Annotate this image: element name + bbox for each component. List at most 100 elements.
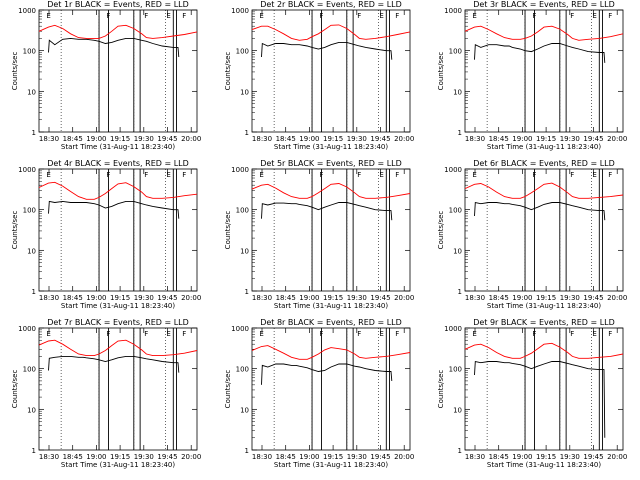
x-tick-label: 19:45 [370,135,390,143]
x-tick-label: 19:00 [86,453,106,461]
x-tick-label: 19:00 [86,294,106,302]
y-tick-label: 10 [453,247,462,255]
x-tick-label: 19:00 [512,294,532,302]
series-line-events [261,41,393,60]
marker-label: F [106,330,110,338]
series-line-events [474,201,606,221]
x-tick-label: 19:15 [323,294,343,302]
x-axis-label: Start Time (31-Aug-11 18:23:40) [487,302,601,310]
x-tick-label: 18:30 [252,453,272,461]
series-line-lld [251,345,411,360]
y-tick-label: 100 [236,366,249,374]
x-tick-label: 19:45 [157,294,177,302]
marker-label: E [592,12,596,20]
y-tick-label: 100 [236,48,249,56]
y-tick-label: 1 [245,288,249,296]
y-axis-label: Counts/sec [437,370,445,409]
marker-label: F [357,12,361,20]
x-tick-label: 18:45 [63,294,83,302]
x-axis-label: Start Time (31-Aug-11 18:23:40) [61,461,175,469]
y-tick-label: 10 [453,88,462,96]
x-tick-label: 18:45 [63,135,83,143]
plot-frame [464,9,624,133]
marker-label: F [106,171,110,179]
chart-panel-3: Det 3r BLACK = Events, RED = LLD 1 10 100 10… [437,0,627,151]
y-tick-label: 1000 [444,325,462,333]
y-tick-label: 100 [449,366,462,374]
series-line-events [474,43,606,63]
chart-title: Det 2r BLACK = Events, RED = LLD [260,0,402,9]
y-axis-label: Counts/sec [224,211,232,250]
marker-label: E [379,171,383,179]
marker-label: F [357,171,361,179]
series-line-events [48,200,180,219]
plot-frame [38,9,198,133]
marker-label: E [166,12,170,20]
y-tick-label: 1 [458,288,462,296]
plot-frame [251,327,411,451]
y-tick-label: 1 [32,447,36,455]
y-tick-label: 10 [27,88,36,96]
marker-label: F [532,171,536,179]
x-tick-label: 19:30 [134,453,154,461]
series-line-lld [464,182,624,199]
x-tick-label: 19:45 [157,453,177,461]
x-tick-label: 19:15 [110,453,130,461]
series-line-lld [38,339,198,357]
x-tick-label: 18:30 [39,294,59,302]
series-line-events [261,202,393,221]
marker-label: E [259,171,263,179]
x-tick-label: 18:30 [252,294,272,302]
x-tick-label: 18:30 [465,294,485,302]
series-line-lld [464,25,624,41]
y-tick-label: 1 [458,129,462,137]
plot-frame [38,327,198,451]
x-axis-label: Start Time (31-Aug-11 18:23:40) [274,143,388,151]
x-tick-label: 20:00 [394,294,414,302]
y-tick-label: 1000 [18,7,36,15]
marker-label: F [570,12,574,20]
x-tick-label: 18:45 [276,294,296,302]
x-tick-label: 19:30 [134,135,154,143]
y-tick-label: 10 [240,88,249,96]
y-axis-label: Counts/sec [224,52,232,91]
chart-panel-8: Det 8r BLACK = Events, RED = LLD 1 10 100 10… [224,318,414,469]
marker-label: F [182,330,186,338]
marker-label: F [570,330,574,338]
x-tick-label: 19:30 [560,453,580,461]
x-tick-label: 19:30 [134,294,154,302]
x-tick-label: 18:30 [465,135,485,143]
chart-panel-6: Det 6r BLACK = Events, RED = LLD 1 10 100 10… [437,159,627,310]
series-line-events [474,360,606,438]
y-tick-label: 100 [23,48,36,56]
x-tick-label: 18:30 [252,135,272,143]
y-axis-label: Counts/sec [11,52,19,91]
y-tick-label: 10 [240,247,249,255]
x-tick-label: 20:00 [607,294,627,302]
y-tick-label: 100 [23,207,36,215]
marker-label: E [592,330,596,338]
x-tick-label: 19:15 [110,135,130,143]
marker-label: E [592,171,596,179]
y-tick-label: 1000 [18,325,36,333]
y-tick-label: 1000 [444,7,462,15]
y-tick-label: 1 [458,447,462,455]
plot-frame [464,168,624,292]
y-tick-label: 1 [32,288,36,296]
x-tick-label: 19:30 [347,294,367,302]
y-tick-label: 100 [449,207,462,215]
y-tick-label: 10 [27,247,36,255]
y-axis-label: Counts/sec [11,370,19,409]
series-line-events [261,363,393,385]
y-tick-label: 1 [245,447,249,455]
chart-panel-7: Det 7r BLACK = Events, RED = LLD 1 10 100 10… [11,318,201,469]
y-tick-label: 1000 [231,166,249,174]
marker-label: F [608,330,612,338]
series-line-lld [464,342,624,359]
x-tick-label: 19:00 [299,453,319,461]
marker-label: E [259,330,263,338]
x-tick-label: 19:30 [560,135,580,143]
chart-panel-4: Det 4r BLACK = Events, RED = LLD 1 10 100 10… [11,159,201,310]
chart-title: Det 5r BLACK = Events, RED = LLD [260,159,402,168]
x-tick-label: 19:30 [347,135,367,143]
